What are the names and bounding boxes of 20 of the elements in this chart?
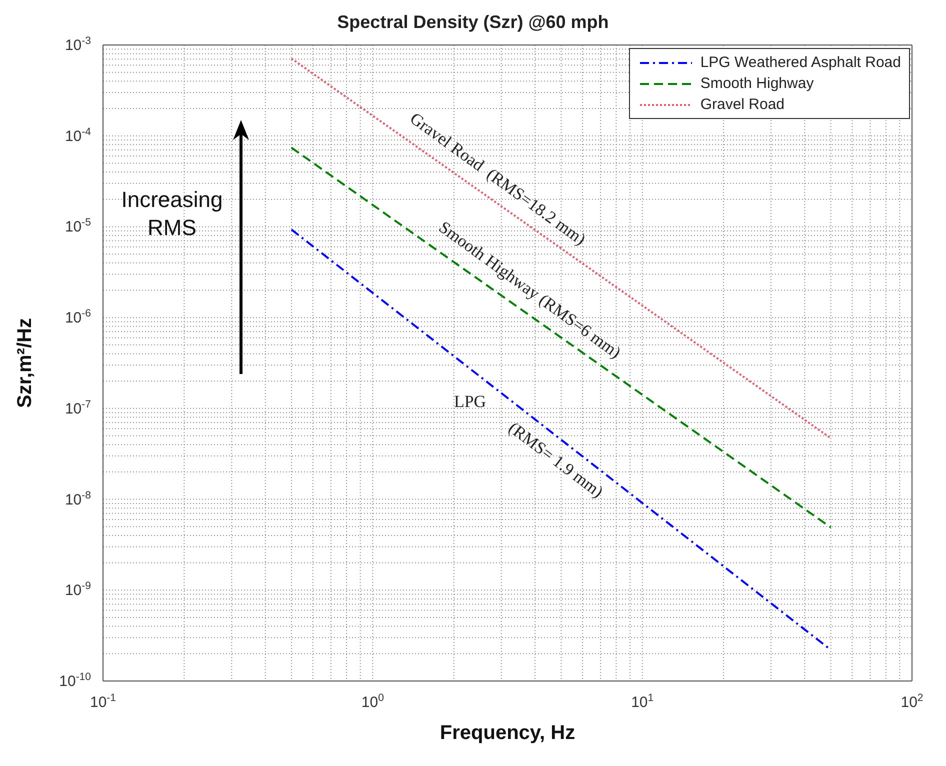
y-tick-label: 10$^{-9}$ <box>64 580 92 600</box>
y-tick-label: 10$^{-6}$ <box>64 308 92 327</box>
legend-label: LPG Weathered Asphalt Road <box>700 54 901 71</box>
x-tick-label: 10$^{1}$ <box>631 692 654 711</box>
y-tick-label: 10$^{-5}$ <box>64 216 92 236</box>
y-tick-label: 10$^{-4}$ <box>64 126 92 145</box>
x-tick-label: 10$^{0}$ <box>361 692 384 711</box>
y-axis-title: Szr,m²/Hz <box>14 318 36 408</box>
x-tick-label: 10$^{-1}$ <box>90 692 116 711</box>
annotation: Increasing RMS <box>120 186 224 242</box>
annotation: LPG <box>454 392 486 411</box>
y-tick-label: 10$^{-7}$ <box>64 398 92 418</box>
y-tick-label: 10$^{-3}$ <box>64 35 92 54</box>
legend-label: Gravel Road <box>700 96 785 113</box>
y-tick-label: 10$^{-10}$ <box>59 671 92 690</box>
x-tick-label: 10$^{2}$ <box>900 692 924 711</box>
y-tick-label: 10$^{-8}$ <box>64 489 92 508</box>
chart-title: Spectral Density (Szr) @60 mph <box>336 12 610 33</box>
legend-label: Smooth Highway <box>700 75 814 92</box>
x-axis-title: Frequency, Hz <box>440 722 576 744</box>
